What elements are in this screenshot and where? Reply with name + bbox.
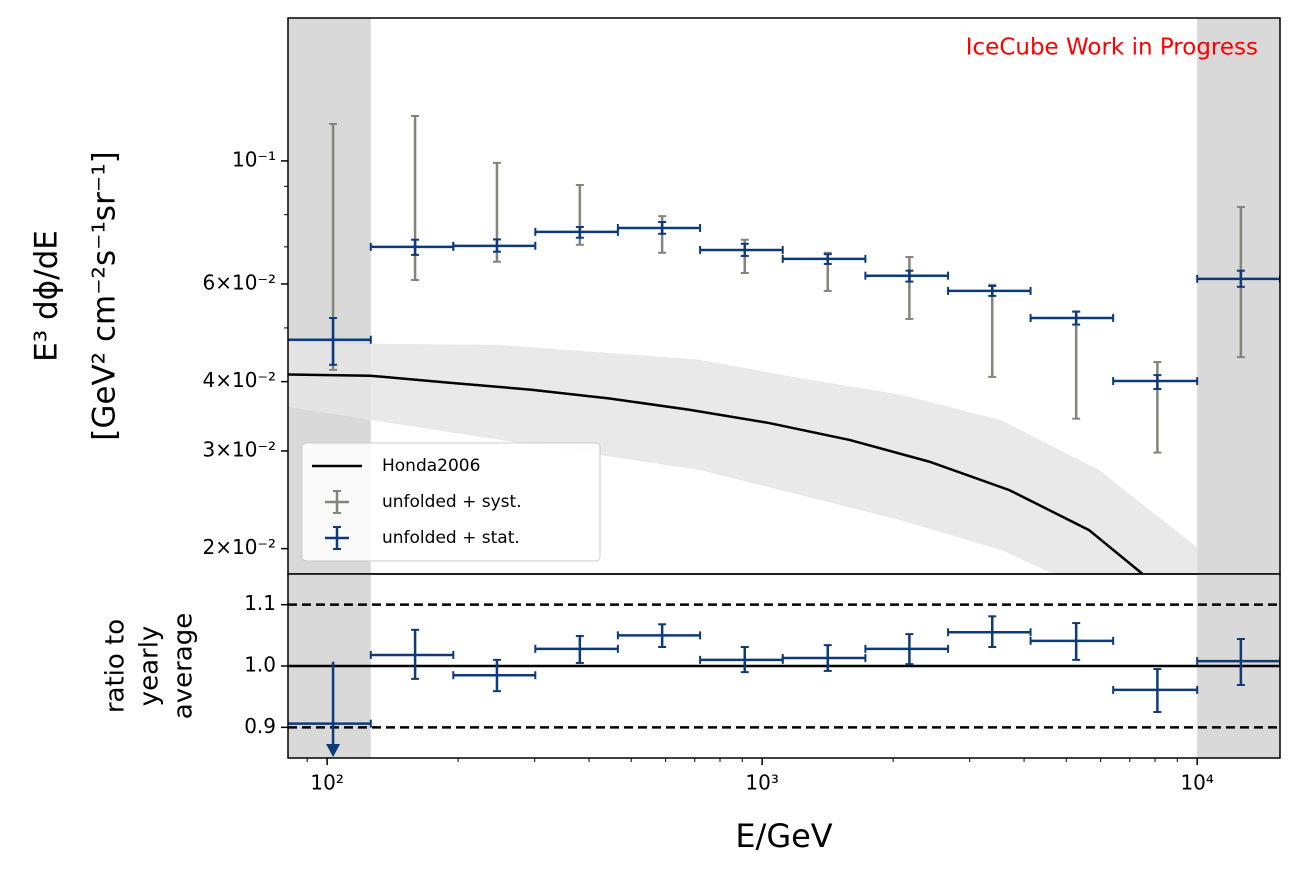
y-tick-label: 2×10⁻² <box>202 535 276 559</box>
plot-area <box>288 18 1280 574</box>
limit-arrow <box>326 744 341 757</box>
annotation: IceCube Work in Progress <box>966 35 1258 61</box>
y-tick-label: 4×10⁻² <box>202 368 276 392</box>
y-tick-label: 0.9 <box>244 714 276 738</box>
legend-box <box>301 442 601 562</box>
legend-label: Honda2006 <box>382 456 480 476</box>
legend-label: unfolded + syst. <box>382 492 522 512</box>
y-tick-label: 1.0 <box>244 653 276 677</box>
y-axis-label: ratio to <box>101 619 131 713</box>
y-tick-label: 3×10⁻² <box>202 437 276 461</box>
y-tick-label: 6×10⁻² <box>202 270 276 294</box>
legend-label: unfolded + stat. <box>382 528 520 548</box>
model-line <box>288 373 1144 574</box>
x-tick-label: 10² <box>310 771 343 795</box>
y-axis-label: E³ dϕ/dE <box>29 230 65 362</box>
y-tick-label: 10⁻¹ <box>232 147 276 171</box>
y-axis-label: [GeV² cm⁻²s⁻¹sr⁻¹] <box>87 151 123 440</box>
x-axis-label: E/GeV <box>735 817 832 855</box>
y-axis-label: average <box>169 613 199 719</box>
x-tick-label: 10³ <box>745 771 778 795</box>
model-band <box>288 342 1198 574</box>
y-axis-label: yearly <box>135 626 165 707</box>
y-tick-label: 1.1 <box>244 591 276 615</box>
plot-area <box>288 574 1280 758</box>
x-tick-label: 10⁴ <box>1180 771 1213 795</box>
excluded-region <box>1197 18 1280 574</box>
